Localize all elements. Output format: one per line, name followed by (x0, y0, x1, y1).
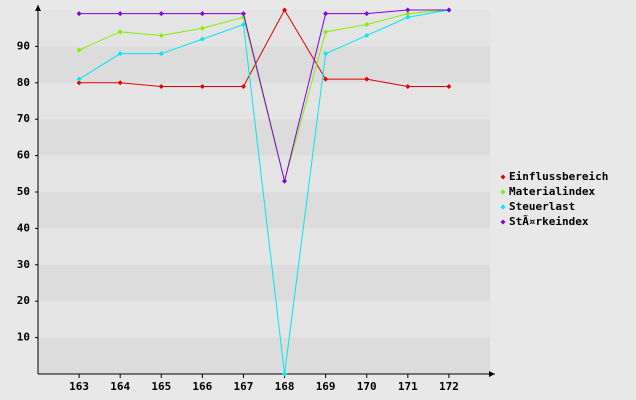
data-point (282, 7, 288, 13)
y-tick-label: 50 (17, 185, 30, 198)
data-point (76, 76, 82, 82)
grid-band (38, 337, 490, 374)
grid-band (38, 119, 490, 156)
legend-marker (500, 204, 506, 210)
data-point (199, 83, 205, 89)
data-point (323, 11, 329, 17)
legend-label: Einflussbereich (509, 170, 608, 183)
x-tick-label: 172 (439, 380, 459, 393)
series-line (78, 9, 449, 375)
y-tick-label: 70 (17, 112, 30, 125)
data-point (199, 11, 205, 17)
x-tick-label: 170 (357, 380, 377, 393)
data-point (364, 22, 370, 28)
data-point (117, 51, 123, 57)
data-point (199, 25, 205, 31)
x-tick-label: 165 (151, 380, 171, 393)
y-tick-label: 80 (17, 76, 30, 89)
legend-marker (500, 189, 506, 195)
data-point (282, 178, 288, 184)
data-point (446, 83, 452, 89)
data-point (158, 32, 164, 38)
data-point (117, 11, 123, 17)
data-point (364, 32, 370, 38)
y-tick-label: 40 (17, 221, 30, 234)
y-tick-label: 60 (17, 149, 30, 162)
grid-band (38, 264, 490, 302)
data-point (117, 29, 123, 35)
data-point (199, 36, 205, 42)
y-tick-label: 20 (17, 294, 30, 307)
data-point (76, 47, 82, 53)
data-point (76, 11, 82, 17)
x-tick-label: 168 (275, 380, 295, 393)
x-tick-label: 167 (234, 380, 254, 393)
data-point (405, 7, 411, 13)
data-point (158, 51, 164, 57)
grid-band (38, 155, 490, 192)
data-point (323, 76, 329, 82)
data-point (323, 51, 329, 57)
y-tick-label: 30 (17, 258, 30, 271)
x-axis-arrow (489, 371, 495, 377)
grid-band (38, 228, 490, 265)
data-point (405, 11, 411, 17)
series-line (79, 9, 449, 182)
data-point (405, 83, 411, 89)
legend-marker (500, 219, 506, 225)
data-point (158, 83, 164, 89)
data-point (240, 11, 246, 17)
data-point (76, 80, 82, 86)
data-point (323, 29, 329, 35)
data-point (364, 11, 370, 17)
y-axis-arrow (35, 5, 41, 11)
legend-label: Materialindex (509, 185, 595, 198)
data-point (158, 11, 164, 17)
grid-band (38, 301, 490, 338)
legend-marker (500, 174, 506, 180)
x-tick-label: 171 (398, 380, 418, 393)
data-point (240, 22, 246, 28)
grid-band (38, 10, 490, 47)
data-point (446, 7, 452, 13)
data-point (117, 80, 123, 86)
data-point (405, 14, 411, 20)
x-tick-label: 166 (192, 380, 212, 393)
x-tick-label: 164 (110, 380, 130, 393)
grid-band (38, 46, 490, 83)
series-line (79, 8, 449, 87)
data-point (282, 371, 288, 377)
x-tick-label: 163 (69, 380, 89, 393)
x-tick-label: 169 (316, 380, 336, 393)
data-point (364, 76, 370, 82)
legend-label: StÃ¤rkeindex (509, 215, 589, 228)
data-point (240, 83, 246, 89)
y-tick-label: 10 (17, 331, 30, 344)
legend-label: Steuerlast (509, 200, 575, 213)
y-tick-label: 90 (17, 39, 30, 52)
